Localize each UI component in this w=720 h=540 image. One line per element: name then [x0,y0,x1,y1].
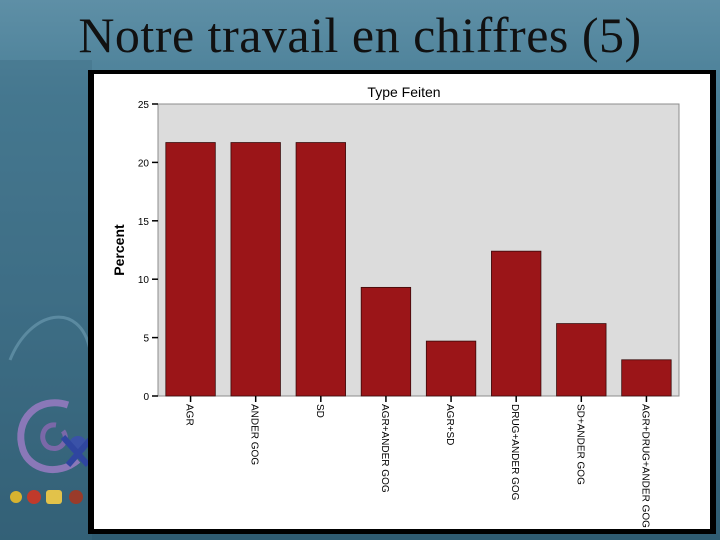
bar [425,340,477,397]
x-axis: AGR ANDER GOG SD AGR+ANDER GOG AGR+SD DRUG+AN… [184,396,650,528]
bar [165,142,216,397]
y-tick-label: 25 [138,100,150,111]
bar [491,250,542,397]
x-tick-label: AGR+SD [444,404,455,445]
x-tick-label: AGR [184,404,195,426]
bar [295,142,346,397]
logo-swirl-icon [17,399,93,473]
x-tick-label: SD [314,404,325,418]
y-tick-label: 0 [143,392,149,403]
bar [556,323,607,397]
slide-title: Notre travail en chiffres (5) [78,7,642,63]
bar-series [165,142,672,397]
x-tick-label: SD+ANDER GOG [574,404,585,485]
y-axis-label: Percent [111,224,127,276]
bar [360,286,412,397]
y-axis: 0 5 10 15 20 25 [138,100,158,403]
y-tick-label: 5 [143,334,149,345]
chart-frame: Type Feiten Percent 0 5 10 15 20 25 AGR ANDER … [88,70,716,534]
x-tick-label: DRUG+ANDER GOG [509,404,520,501]
y-tick-label: 20 [138,158,150,169]
y-tick-label: 10 [138,275,150,286]
chart-title: Type Feiten [367,84,440,100]
y-tick-label: 15 [138,217,150,228]
bar [230,142,281,397]
x-tick-label: AGR+DRUG+ANDER GOG [639,404,650,528]
logo-badges-icon [10,490,83,504]
chart-panel: Type Feiten Percent 0 5 10 15 20 25 AGR ANDER … [94,74,710,529]
bar-chart: Type Feiten Percent 0 5 10 15 20 25 AGR ANDER … [111,84,680,528]
x-tick-label: ANDER GOG [249,404,260,465]
bar [621,359,672,397]
x-tick-label: AGR+ANDER GOG [379,404,390,493]
